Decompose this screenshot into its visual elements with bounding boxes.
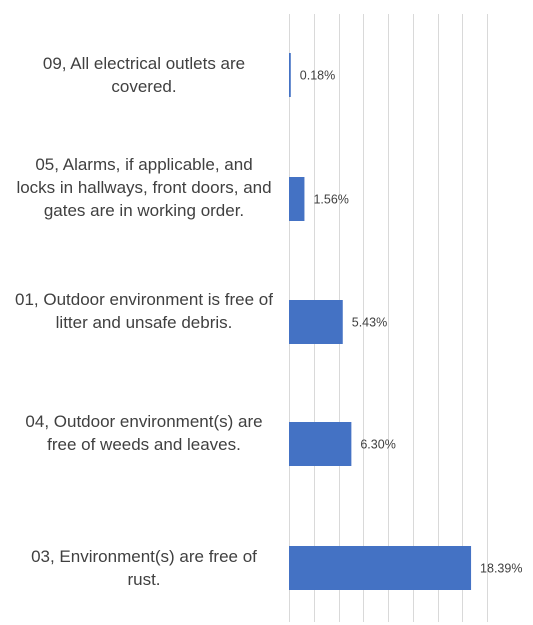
category-label: 05, Alarms, if applicable, and locks in … [16,155,272,220]
data-label: 6.30% [360,438,395,452]
bar [289,53,291,97]
bar [289,546,472,590]
category-label: 03, Environment(s) are free of rust. [31,547,257,589]
category-label: 01, Outdoor environment is free of litte… [15,289,273,332]
data-label: 1.56% [313,193,348,207]
bar [289,300,343,344]
category-label: 09, All electrical outlets are covered. [42,54,246,96]
data-label: 5.43% [352,316,387,330]
bar [289,422,352,466]
category-label: 04, Outdoor environment(s) are free of w… [25,411,263,454]
data-label: 0.18% [300,69,335,83]
bar [289,177,305,221]
data-label: 18.39% [480,562,522,576]
